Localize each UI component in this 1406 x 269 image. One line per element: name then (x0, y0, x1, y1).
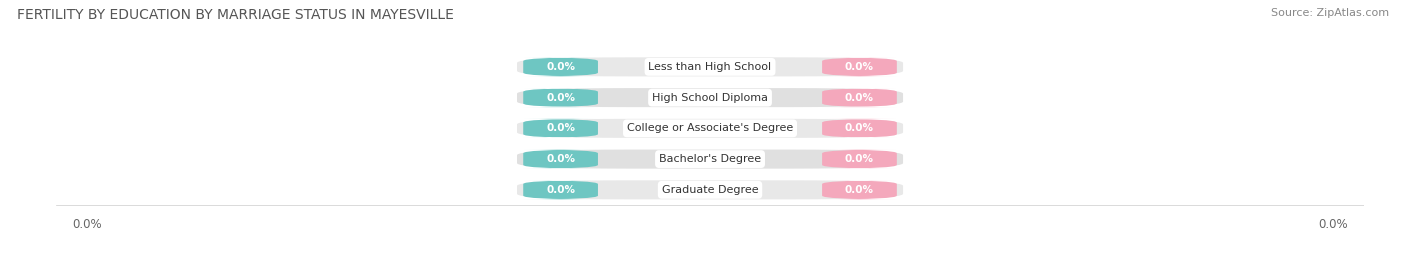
FancyBboxPatch shape (523, 150, 598, 169)
Text: Graduate Degree: Graduate Degree (662, 185, 758, 195)
Text: 0.0%: 0.0% (546, 62, 575, 72)
FancyBboxPatch shape (517, 57, 903, 76)
Text: 0.0%: 0.0% (546, 123, 575, 133)
Text: High School Diploma: High School Diploma (652, 93, 768, 102)
FancyBboxPatch shape (517, 180, 903, 199)
FancyBboxPatch shape (823, 119, 897, 138)
FancyBboxPatch shape (523, 88, 598, 107)
Text: 0.0%: 0.0% (845, 185, 875, 195)
FancyBboxPatch shape (823, 57, 897, 76)
FancyBboxPatch shape (523, 119, 598, 138)
Text: FERTILITY BY EDUCATION BY MARRIAGE STATUS IN MAYESVILLE: FERTILITY BY EDUCATION BY MARRIAGE STATU… (17, 8, 454, 22)
FancyBboxPatch shape (823, 88, 897, 107)
Text: Less than High School: Less than High School (648, 62, 772, 72)
Text: 0.0%: 0.0% (845, 123, 875, 133)
FancyBboxPatch shape (517, 88, 903, 107)
Text: Bachelor's Degree: Bachelor's Degree (659, 154, 761, 164)
Text: 0.0%: 0.0% (845, 154, 875, 164)
FancyBboxPatch shape (517, 119, 903, 138)
Text: 0.0%: 0.0% (546, 93, 575, 102)
FancyBboxPatch shape (523, 57, 598, 76)
Text: 0.0%: 0.0% (546, 185, 575, 195)
Text: 0.0%: 0.0% (845, 93, 875, 102)
Text: College or Associate's Degree: College or Associate's Degree (627, 123, 793, 133)
FancyBboxPatch shape (517, 150, 903, 169)
Text: 0.0%: 0.0% (845, 62, 875, 72)
FancyBboxPatch shape (523, 180, 598, 199)
FancyBboxPatch shape (823, 150, 897, 169)
Text: Source: ZipAtlas.com: Source: ZipAtlas.com (1271, 8, 1389, 18)
FancyBboxPatch shape (823, 180, 897, 199)
Text: 0.0%: 0.0% (546, 154, 575, 164)
